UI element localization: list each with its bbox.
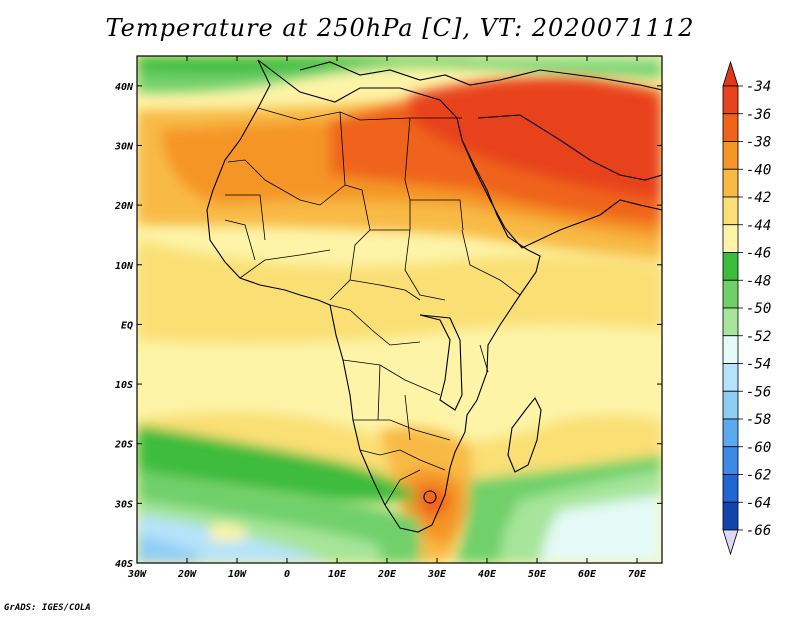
colorbar-label: -38 (746, 135, 771, 151)
colorbar-label: -64 (746, 495, 771, 511)
colorbar-swatch (722, 418, 739, 448)
colorbar-swatch (722, 501, 739, 531)
lon-tick-label: 70E (628, 569, 647, 580)
colorbar-swatch (722, 446, 739, 475)
colorbar-swatch (722, 85, 739, 115)
colorbar-swatch (722, 252, 739, 281)
colorbar-label: -42 (746, 190, 771, 206)
lon-tick-label: 60E (578, 569, 597, 580)
colorbar-swatch (722, 363, 739, 392)
colorbar-bottom-cap (722, 529, 739, 556)
lat-tick-label: 10N (115, 261, 134, 272)
lon-tick-label: 30W (127, 569, 147, 580)
colorbar-label: -54 (746, 357, 771, 373)
colorbar-label: -44 (746, 218, 771, 234)
lat-tick-label: 40S (115, 559, 133, 570)
colorbar-label: -34 (746, 79, 771, 95)
colorbar-swatch (722, 474, 739, 503)
lat-tick-label: EQ (121, 320, 133, 331)
lon-tick-label: 20E (377, 569, 397, 580)
colorbar-label: -58 (746, 412, 771, 428)
colorbar-label: -40 (746, 162, 771, 178)
colorbar-swatch (722, 390, 739, 420)
colorbar-top-cap (722, 60, 739, 87)
lat-tick-label: 20N (114, 201, 134, 212)
colorbar-label: -46 (746, 246, 771, 262)
colorbar-swatch (722, 113, 739, 142)
lon-tick-label: 30E (427, 569, 447, 580)
colorbar-label: -36 (746, 107, 771, 123)
colorbar-label: -60 (746, 440, 771, 456)
temperature-field (137, 56, 662, 563)
map-frame (136, 55, 663, 564)
lat-tick-label: 20S (114, 440, 133, 451)
lon-tick-label: 0 (284, 569, 290, 580)
lat-tick-label: 40N (115, 82, 134, 93)
colorbar-label: -62 (746, 468, 771, 484)
colorbar: -34 -36 -38 -40 -42 -44 -46 -48 -50 -52 -54 -56 -58 -… (722, 60, 771, 556)
axis-ticks: 30W 20W 10W 0 10E 20E 30E 40E 50E 60E 70E 40N 30N 20N… (114, 56, 662, 580)
map-title: Temperature at 250hPa [C], VT: 202007111… (105, 14, 695, 42)
colorbar-swatch (722, 335, 739, 364)
lon-tick-label: 10W (228, 569, 247, 580)
coastlines (206, 59, 662, 533)
colorbar-label: -66 (746, 523, 771, 539)
colorbar-label: -48 (746, 273, 771, 289)
lon-tick-label: 10E (328, 569, 347, 580)
lon-tick-label: 20W (177, 569, 197, 580)
lat-tick-label: 10S (115, 380, 133, 391)
lat-tick-label: 30S (114, 499, 133, 510)
colorbar-swatch (722, 279, 739, 309)
colorbar-swatch (722, 168, 739, 198)
lon-tick-label: 40E (478, 569, 497, 580)
colorbar-label: -52 (746, 329, 771, 345)
colorbar-swatch (722, 196, 739, 226)
colorbar-label: -56 (746, 384, 771, 400)
colorbar-swatch (722, 141, 739, 170)
lat-tick-label: 30N (114, 141, 134, 152)
colorbar-swatch (722, 224, 739, 253)
colorbar-label: -50 (746, 301, 771, 317)
country-borders (224, 107, 521, 506)
colorbar-swatch (722, 307, 739, 337)
lon-tick-label: 50E (528, 569, 547, 580)
credit-label: GrADS: IGES/COLA (4, 603, 91, 613)
